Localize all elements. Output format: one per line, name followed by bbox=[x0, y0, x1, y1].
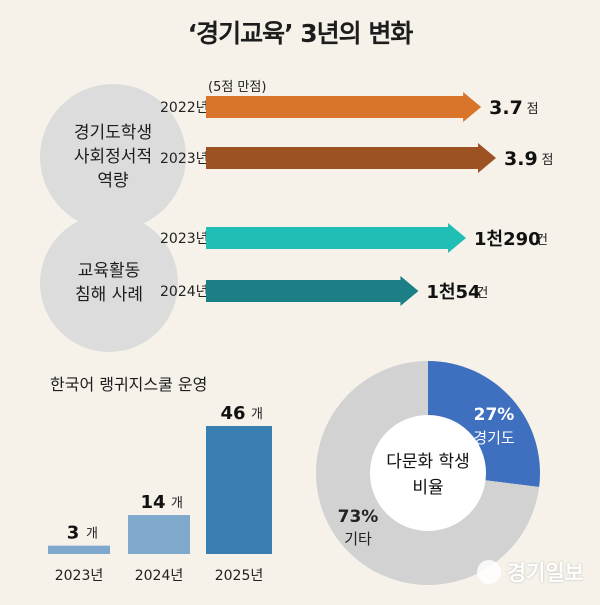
pie-center bbox=[370, 415, 486, 531]
value-arrow bbox=[206, 92, 482, 122]
section-label-education-infringement: 교육활동 침해 사례 bbox=[40, 214, 178, 352]
unit-label: 점 bbox=[542, 153, 554, 168]
unit-label: 건 bbox=[476, 286, 488, 301]
pie-value-label: 27% bbox=[474, 405, 515, 425]
logo-icon bbox=[476, 560, 501, 584]
bar-category-label: 2025년 bbox=[215, 568, 264, 584]
value-label: 1천290 bbox=[474, 229, 541, 250]
bar-chart-title: 한국어 랭귀지스쿨 운영 bbox=[50, 375, 208, 394]
bar-category-label: 2024년 bbox=[135, 568, 184, 584]
bar-value-label: 46 bbox=[220, 403, 245, 424]
year-label: 2023년 bbox=[160, 231, 209, 247]
scale-note: (5점 만점) bbox=[208, 80, 267, 95]
bar-category-label: 2023년 bbox=[55, 568, 104, 584]
pie-value-label: 73% bbox=[338, 507, 379, 527]
value-label: 1천54 bbox=[426, 282, 480, 303]
pie-category-label: 기타 bbox=[344, 530, 372, 548]
unit-label: 점 bbox=[527, 102, 539, 117]
section-label-social-emotional: 경기도학생 사회정서적 역량 bbox=[40, 84, 186, 230]
year-label: 2022년 bbox=[160, 100, 209, 116]
value-arrow bbox=[206, 143, 496, 173]
year-label: 2023년 bbox=[160, 151, 209, 167]
bar bbox=[206, 426, 272, 554]
bar bbox=[48, 545, 110, 554]
unit-label: 건 bbox=[536, 233, 548, 248]
bar-unit-label: 개 bbox=[171, 496, 183, 511]
value-label: 3.9 bbox=[504, 148, 538, 170]
pie-category-label: 경기도 bbox=[473, 429, 515, 447]
watermark-logo: 경기일보 bbox=[476, 557, 584, 587]
value-arrow bbox=[206, 276, 419, 306]
bar-unit-label: 개 bbox=[251, 407, 263, 422]
bar-unit-label: 개 bbox=[86, 527, 98, 542]
value-arrow bbox=[206, 223, 466, 253]
year-label: 2024년 bbox=[160, 284, 209, 300]
page-title: ‘경기교육’ 3년의 변화 bbox=[187, 19, 414, 48]
watermark-text: 경기일보 bbox=[506, 561, 584, 585]
value-label: 3.7 bbox=[489, 97, 523, 119]
pie-title-line2: 비율 bbox=[412, 478, 443, 498]
bar bbox=[128, 515, 190, 554]
bar-value-label: 14 bbox=[140, 492, 165, 513]
pie-title-line1: 다문화 학생 bbox=[386, 452, 470, 472]
bar-value-label: 3 bbox=[67, 523, 80, 544]
